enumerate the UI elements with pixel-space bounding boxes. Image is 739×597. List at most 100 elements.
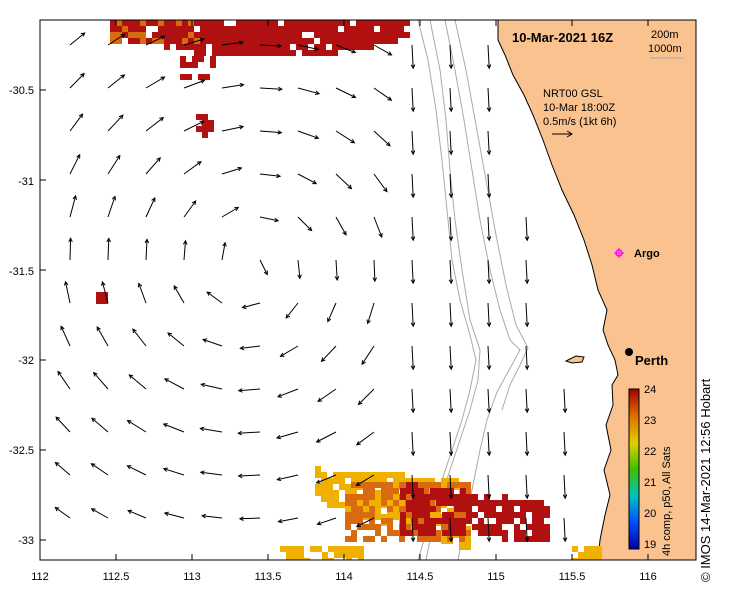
sst-cell [375,514,381,520]
sst-cell [128,20,134,26]
sst-cell [465,488,471,494]
sst-cell [508,512,514,518]
sst-cell [152,32,158,38]
current-arrow [162,423,185,433]
sst-cell [200,38,206,44]
sst-cell [490,524,496,530]
sst-cell [351,506,357,512]
sst-cell [314,50,320,56]
sst-cell [578,552,584,558]
current-arrow [55,416,71,433]
sst-cell [326,26,332,32]
current-arrow [297,259,302,280]
sst-cell [363,536,369,542]
sst-cell [472,524,478,530]
sst-cell [544,524,550,530]
sst-cell [315,490,321,496]
sst-cell [296,26,302,32]
sst-cell [176,44,182,50]
sst-cell [278,50,284,56]
current-arrow [91,417,109,433]
sst-cell [182,26,188,32]
current-arrow [173,285,185,304]
sst-cell [466,500,472,506]
sst-cell [454,494,460,500]
sst-cell [286,558,292,560]
sst-cell [260,32,266,38]
sst-cell [224,50,230,56]
sst-cell [412,482,418,488]
perth-marker: Perth [625,348,668,368]
sst-cell [490,506,496,512]
sst-cell [278,26,284,32]
sst-cell [314,26,320,32]
sst-cell [315,466,321,472]
sst-cell [363,478,369,484]
sst-cell [224,32,230,38]
current-arrow [410,474,416,500]
current-arrow [410,431,416,457]
x-tick-label: 112 [31,571,49,583]
sst-cell [465,530,471,536]
sst-cell [351,472,357,478]
sst-cell [363,488,369,494]
sst-cell [393,514,399,520]
sst-cell [484,530,490,536]
sst-cell [230,32,236,38]
sst-cell [369,536,375,542]
sst-cell [208,126,214,132]
sst-cell [350,38,356,44]
sst-cell [164,32,170,38]
current-arrow [486,474,492,500]
sst-cell [242,44,248,50]
current-arrow [562,474,568,500]
sst-cell [412,500,418,506]
sst-cell [351,518,357,524]
current-arrow [137,282,147,304]
sst-cell [346,552,352,558]
sst-cell [387,530,393,536]
sst-cell [460,530,466,536]
sst-cell [224,38,230,44]
sst-cell [454,506,460,512]
sst-cell [381,482,387,488]
sst-cell [242,32,248,38]
sst-cell [460,488,466,494]
current-arrow [410,87,416,113]
sst-cell [430,524,436,530]
sst-cell [182,44,188,50]
current-arrow [373,216,383,239]
sst-cell [327,502,333,508]
current-arrow [486,87,492,113]
current-arrow [183,161,202,175]
sst-cell [278,44,284,50]
sst-cell [417,482,423,488]
sst-cell [375,508,381,514]
sst-cell [196,126,202,132]
sst-cell [441,524,447,530]
sst-cell [200,32,206,38]
sst-cell [339,478,345,484]
sst-cell [584,558,590,560]
plot-frame [39,19,697,561]
sst-cell [356,44,362,50]
sst-cell [296,32,302,38]
sst-cell [322,558,328,560]
current-arrow [221,82,245,89]
current-arrow [276,474,299,482]
sst-cell [248,50,254,56]
sst-cell [484,524,490,530]
sst-cell [164,20,170,26]
current-time: 10-Mar 18:00Z [543,102,615,114]
sst-cell [260,44,266,50]
sst-cell [381,472,387,478]
current-arrow [128,374,147,390]
sst-cell [454,530,460,536]
sst-cell [514,536,520,542]
current-arrow [69,113,84,132]
current-arrow [410,345,416,371]
sst-cell [236,44,242,50]
current-arrow [297,173,318,185]
sst-cell [96,292,102,298]
sst-cell [202,132,208,138]
